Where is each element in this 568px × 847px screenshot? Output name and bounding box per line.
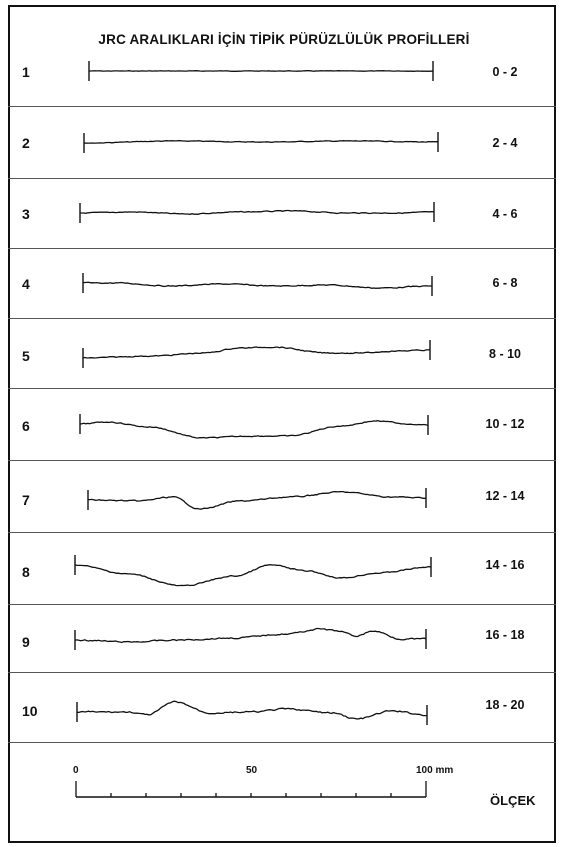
row-number: 1 bbox=[22, 64, 30, 80]
roughness-profile bbox=[74, 627, 427, 644]
row-number: 10 bbox=[22, 703, 38, 719]
row-number: 7 bbox=[22, 492, 30, 508]
row-number: 4 bbox=[22, 276, 30, 292]
row-jrc-range: 0 - 2 bbox=[492, 65, 518, 79]
row-jrc-range: 14 - 16 bbox=[485, 558, 525, 572]
row-divider bbox=[8, 388, 556, 389]
row-divider bbox=[8, 532, 556, 533]
scale-label-0: 0 bbox=[73, 765, 79, 776]
row-divider bbox=[8, 460, 556, 461]
row-number: 3 bbox=[22, 206, 30, 222]
row-number: 8 bbox=[22, 564, 30, 580]
row-jrc-range: 16 - 18 bbox=[485, 628, 525, 642]
row-divider bbox=[8, 604, 556, 605]
row-jrc-range: 12 - 14 bbox=[485, 489, 525, 503]
roughness-profile bbox=[88, 490, 427, 510]
scale-label-50: 50 bbox=[246, 765, 258, 776]
scale-label-100: 100 mm bbox=[416, 765, 454, 776]
row-number: 6 bbox=[22, 418, 30, 434]
diagram-title: JRC ARALIKLARI İÇİN TİPİK PÜRÜZLÜLÜK PRO… bbox=[98, 32, 470, 47]
row-divider bbox=[8, 742, 556, 743]
row-divider bbox=[8, 318, 556, 319]
roughness-profile bbox=[83, 139, 439, 144]
row-number: 5 bbox=[22, 348, 30, 364]
row-jrc-range: 18 - 20 bbox=[485, 698, 525, 712]
row-divider bbox=[8, 106, 556, 107]
row-jrc-range: 8 - 10 bbox=[489, 347, 521, 361]
roughness-profile bbox=[79, 419, 429, 439]
scale-caption: ÖLÇEK bbox=[490, 793, 536, 808]
row-jrc-range: 4 - 6 bbox=[492, 207, 518, 221]
roughness-profile bbox=[82, 346, 431, 359]
row-jrc-range: 6 - 8 bbox=[492, 276, 518, 290]
row-divider bbox=[8, 178, 556, 179]
roughness-profile bbox=[89, 70, 434, 72]
roughness-profile bbox=[74, 564, 432, 587]
roughness-profile bbox=[82, 281, 432, 289]
diagram-frame bbox=[8, 5, 556, 843]
row-number: 2 bbox=[22, 135, 30, 151]
row-divider bbox=[8, 672, 556, 673]
row-jrc-range: 2 - 4 bbox=[492, 136, 518, 150]
row-number: 9 bbox=[22, 634, 30, 650]
row-divider bbox=[8, 248, 556, 249]
roughness-profile bbox=[80, 209, 435, 215]
roughness-profile bbox=[76, 700, 427, 720]
row-jrc-range: 10 - 12 bbox=[485, 417, 525, 431]
